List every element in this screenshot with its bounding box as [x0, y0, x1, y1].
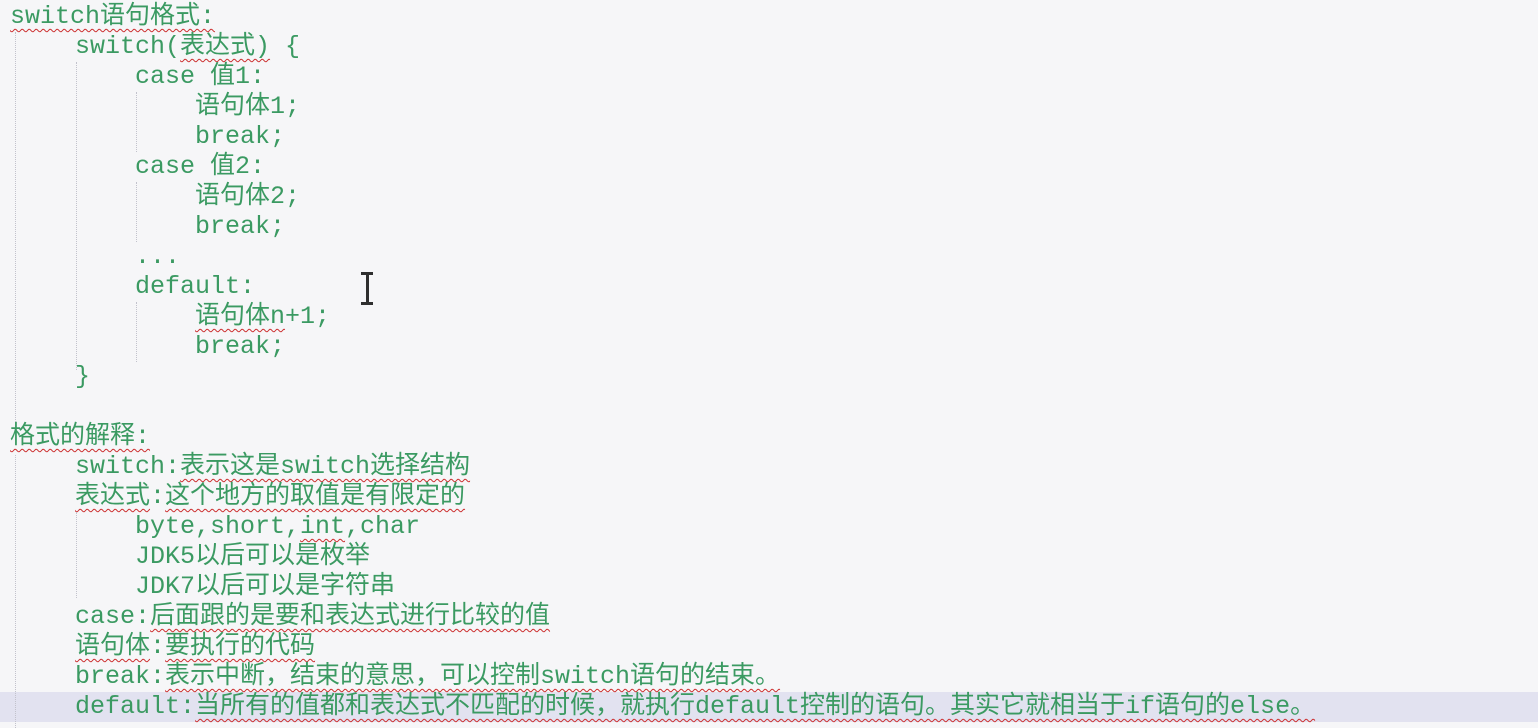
- code-text: JDK7以后可以是字符串: [135, 572, 396, 601]
- code-line[interactable]: 格式的解释:: [0, 422, 1538, 452]
- code-text: break;: [195, 212, 286, 241]
- code-line[interactable]: default:: [0, 272, 1538, 302]
- code-line[interactable]: 语句体n+1;: [0, 302, 1538, 332]
- indent-guide: [76, 512, 77, 598]
- code-text: ,char: [345, 512, 421, 541]
- misspelled-text: 表示中断，结束的意思，可以控制switch语句的结束。: [165, 662, 781, 691]
- misspelled-text: int: [300, 512, 346, 541]
- code-text: }: [75, 362, 91, 391]
- code-line[interactable]: case:后面跟的是要和表达式进行比较的值: [0, 602, 1538, 632]
- code-line[interactable]: ...: [0, 242, 1538, 272]
- code-line[interactable]: byte,short,int,char: [0, 512, 1538, 542]
- misspelled-text: 表示这是switch选择结构: [180, 452, 471, 481]
- code-text: +1;: [285, 302, 331, 331]
- misspelled-text: 后面跟的是要和表达式进行比较的值: [150, 602, 551, 631]
- code-line[interactable]: case 值1:: [0, 62, 1538, 92]
- misspelled-text: 这个地方的取值是有限定的: [165, 482, 466, 511]
- code-line[interactable]: 语句体:要执行的代码: [0, 632, 1538, 662]
- code-text: ...: [135, 242, 181, 271]
- code-line[interactable]: JDK5以后可以是枚举: [0, 542, 1538, 572]
- code-line[interactable]: 语句体1;: [0, 92, 1538, 122]
- code-line[interactable]: break;: [0, 212, 1538, 242]
- misspelled-text: 语句体: [75, 632, 151, 661]
- misspelled-text: 格式的解释:: [10, 422, 151, 451]
- code-text: case 值2:: [135, 152, 266, 181]
- code-line[interactable]: switch(表达式) {: [0, 32, 1538, 62]
- code-text: case:: [75, 602, 151, 631]
- indent-guide: [136, 182, 137, 242]
- code-text: break:: [75, 662, 166, 691]
- code-line[interactable]: }: [0, 362, 1538, 392]
- indent-guide: [15, 32, 16, 422]
- code-text: switch(: [75, 32, 181, 61]
- code-text: default:: [75, 692, 196, 721]
- code-text: :: [150, 482, 166, 511]
- code-line-current[interactable]: default:当所有的值都和表达式不匹配的时候，就执行default控制的语句…: [0, 692, 1538, 722]
- misspelled-text: switch语句格式:: [10, 2, 216, 31]
- code-line[interactable]: [0, 392, 1538, 422]
- misspelled-text: 语句体n: [195, 302, 286, 331]
- misspelled-text: 要执行的代码: [165, 632, 316, 661]
- code-text: 语句体2;: [195, 182, 301, 211]
- code-line[interactable]: switch:表示这是switch选择结构: [0, 452, 1538, 482]
- code-line[interactable]: 表达式:这个地方的取值是有限定的: [0, 482, 1538, 512]
- code-line[interactable]: 语句体2;: [0, 182, 1538, 212]
- misspelled-text: 当所有的值都和表达式不匹配的时候，就执行default控制的语句。其实它就相当于…: [195, 692, 1316, 721]
- code-line[interactable]: JDK7以后可以是字符串: [0, 572, 1538, 602]
- indent-guide: [136, 302, 137, 362]
- code-text: break;: [195, 332, 286, 361]
- misspelled-text: 表达式): [180, 32, 271, 61]
- code-text: JDK5以后可以是枚举: [135, 542, 371, 571]
- code-line[interactable]: break:表示中断，结束的意思，可以控制switch语句的结束。: [0, 662, 1538, 692]
- code-text: case 值1:: [135, 62, 266, 91]
- indent-guide: [15, 455, 16, 728]
- code-line[interactable]: case 值2:: [0, 152, 1538, 182]
- code-text: switch:: [75, 452, 181, 481]
- code-line[interactable]: break;: [0, 122, 1538, 152]
- code-line[interactable]: break;: [0, 332, 1538, 362]
- code-text: default:: [135, 272, 256, 301]
- indent-guide: [76, 62, 77, 370]
- code-text: 语句体1;: [195, 92, 301, 121]
- indent-guide: [136, 92, 137, 152]
- code-text: break;: [195, 122, 286, 151]
- code-text: {: [270, 32, 301, 61]
- code-line[interactable]: switch语句格式:: [0, 2, 1538, 32]
- misspelled-text: 表达式: [75, 482, 151, 511]
- code-text: byte,short,: [135, 512, 301, 541]
- code-text: :: [150, 632, 166, 661]
